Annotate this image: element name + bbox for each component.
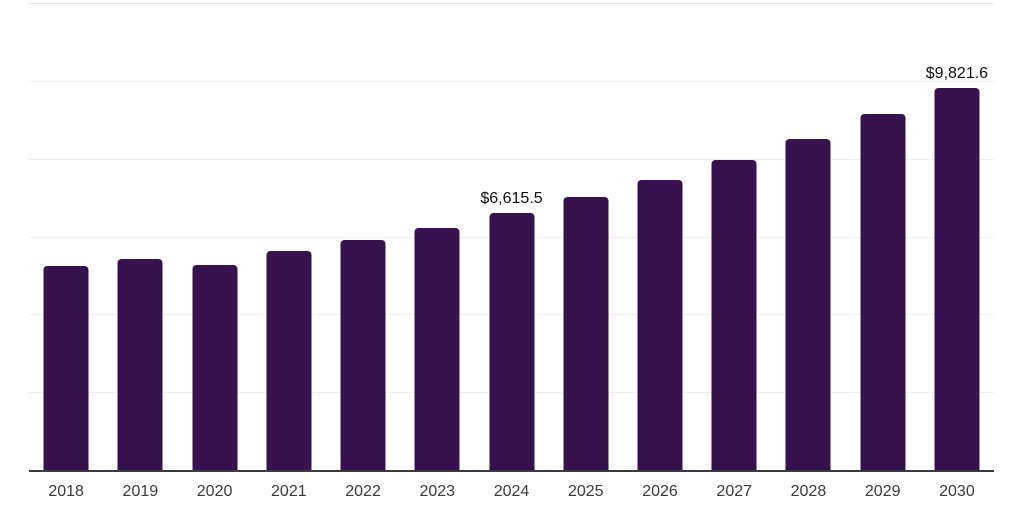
x-tick-2020: 2020 <box>196 483 233 500</box>
bar-band-2022 <box>326 3 400 470</box>
data-label-2030: $9,821.6 <box>925 64 989 82</box>
bar-2030 <box>934 87 980 470</box>
bar-band-2025 <box>549 3 623 470</box>
x-tick-2019: 2019 <box>122 483 159 500</box>
bar-2026 <box>637 179 683 470</box>
bar-band-2020 <box>177 3 251 470</box>
bar-2019 <box>117 258 163 470</box>
bar-band-2024: $6,615.5 <box>474 3 548 470</box>
x-tick-2027: 2027 <box>716 483 753 500</box>
x-tick-2028: 2028 <box>790 483 827 500</box>
x-tick-2023: 2023 <box>419 483 456 500</box>
bar-band-2026 <box>623 3 697 470</box>
gridline-8000 <box>29 158 994 160</box>
x-tick-2026: 2026 <box>642 483 678 500</box>
bar-band-2030: $9,821.6 <box>920 3 994 470</box>
bars-layer: $6,615.5 $9,821.6 <box>29 3 994 470</box>
bar-2028 <box>785 138 831 470</box>
plot-area: $6,615.5 $9,821.6 <box>29 3 994 472</box>
x-tick-2022: 2022 <box>345 483 381 500</box>
x-tick-2029: 2029 <box>864 483 901 500</box>
bar-band-2021 <box>252 3 326 470</box>
bar-2022 <box>340 240 386 470</box>
bar-2027 <box>711 159 757 470</box>
data-label-2024: $6,615.5 <box>480 189 543 207</box>
x-tick-2018: 2018 <box>48 483 84 500</box>
bar-band-2027 <box>697 3 771 470</box>
bar-band-2018 <box>29 3 103 470</box>
bar-2020 <box>192 264 238 470</box>
x-tick-2030: 2030 <box>939 483 975 500</box>
bar-band-2019 <box>103 3 177 470</box>
bar-2029 <box>860 114 906 470</box>
bar-2021 <box>266 251 312 470</box>
x-axis-tick-labels: 2018 2019 2020 2021 2022 2023 2024 2025 2026 2027… <box>29 483 994 501</box>
bar-2025 <box>563 196 609 470</box>
bar-band-2029 <box>846 3 920 470</box>
bar-2018 <box>43 265 89 470</box>
bar-2024 <box>489 212 535 470</box>
bar-band-2028 <box>771 3 845 470</box>
x-tick-2024: 2024 <box>493 483 530 500</box>
gridline-12000 <box>29 3 994 4</box>
bar-band-2023 <box>400 3 474 470</box>
x-tick-2021: 2021 <box>271 483 307 500</box>
gridline-10000 <box>29 80 994 82</box>
x-tick-2025: 2025 <box>567 483 604 500</box>
bar-2023 <box>414 227 460 470</box>
